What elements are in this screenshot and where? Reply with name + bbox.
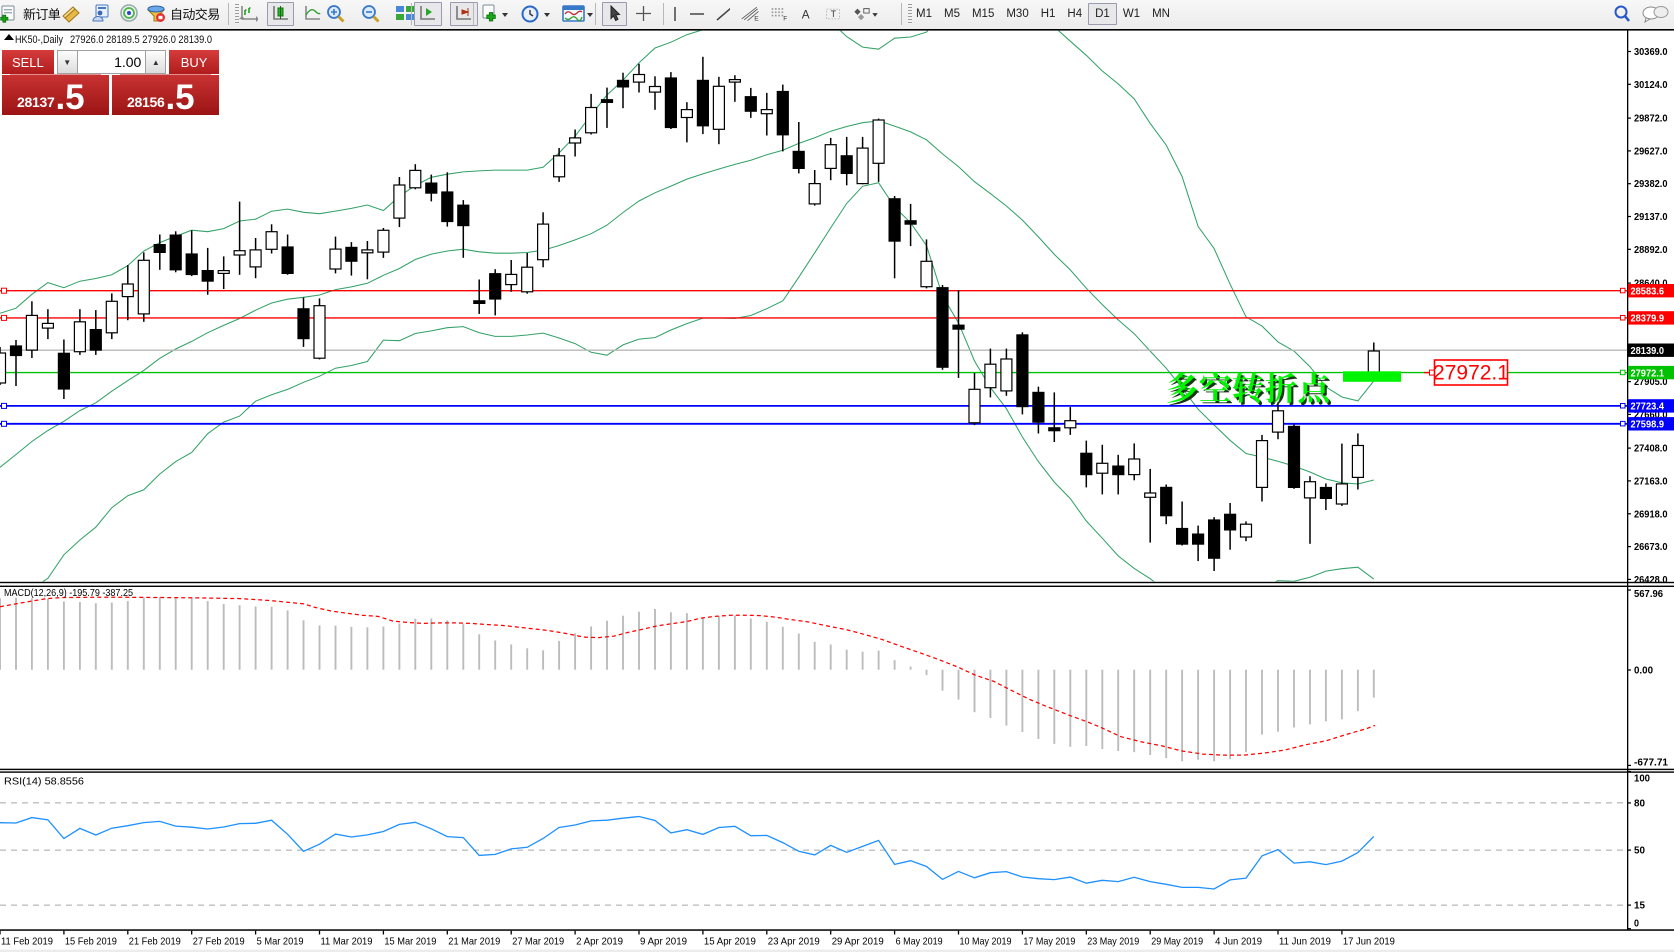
svg-text:11 Jun 2019: 11 Jun 2019 [1279,936,1331,948]
svg-text:28892.0: 28892.0 [1634,245,1668,256]
svg-text:-677.71: -677.71 [1634,757,1668,768]
svg-text:11 Mar 2019: 11 Mar 2019 [321,936,373,948]
svg-text:23 May 2019: 23 May 2019 [1087,936,1139,948]
svg-text:17 May 2019: 17 May 2019 [1023,936,1075,948]
svg-text:27660.0: 27660.0 [1634,410,1668,421]
svg-text:27598.9: 27598.9 [1631,420,1665,431]
svg-text:15: 15 [1634,901,1645,912]
svg-text:29627.0: 29627.0 [1634,146,1668,157]
svg-text:28379.9: 28379.9 [1631,314,1665,325]
svg-text:50: 50 [1634,846,1645,857]
svg-text:80: 80 [1634,798,1645,809]
svg-text:21 Feb 2019: 21 Feb 2019 [129,936,181,948]
svg-text:567.96: 567.96 [1634,589,1663,600]
svg-text:6 May 2019: 6 May 2019 [896,936,943,948]
svg-text:15 Feb 2019: 15 Feb 2019 [65,936,117,948]
svg-text:A: A [802,7,810,21]
svg-text:0.00: 0.00 [1634,666,1653,677]
svg-text:29382.0: 29382.0 [1634,179,1668,190]
svg-text:11 Feb 2019: 11 Feb 2019 [1,936,53,948]
svg-text:27 Feb 2019: 27 Feb 2019 [193,936,245,948]
svg-text:10 May 2019: 10 May 2019 [960,936,1012,948]
svg-text:F: F [783,16,787,23]
svg-text:27972.1: 27972.1 [1433,362,1509,385]
svg-text:29 Apr 2019: 29 Apr 2019 [832,936,884,948]
svg-text:2 Apr 2019: 2 Apr 2019 [576,936,623,948]
svg-text:26428.0: 26428.0 [1634,575,1668,586]
svg-text:28583.6: 28583.6 [1631,287,1665,298]
svg-text:28139.0: 28139.0 [1631,346,1665,357]
svg-text:15 Apr 2019: 15 Apr 2019 [704,936,756,948]
svg-text:4 Jun 2019: 4 Jun 2019 [1215,936,1262,948]
svg-text:26918.0: 26918.0 [1634,509,1668,520]
svg-text:5 Mar 2019: 5 Mar 2019 [257,936,304,948]
svg-text:27723.4: 27723.4 [1631,402,1665,413]
svg-text:29872.0: 29872.0 [1634,114,1668,125]
svg-text:27926.0 28189.5 27926.0 28139.: 27926.0 28189.5 27926.0 28139.0 [70,34,212,46]
svg-text:27408.0: 27408.0 [1634,444,1668,455]
svg-text:30124.0: 30124.0 [1634,80,1668,91]
svg-text:9 Apr 2019: 9 Apr 2019 [640,936,687,948]
svg-text:30369.0: 30369.0 [1634,47,1668,58]
svg-text:15 Mar 2019: 15 Mar 2019 [384,936,436,948]
svg-text:21 Mar 2019: 21 Mar 2019 [448,936,500,948]
svg-text:23 Apr 2019: 23 Apr 2019 [768,936,820,948]
svg-text:E: E [754,16,759,23]
svg-text:29 May 2019: 29 May 2019 [1151,936,1203,948]
svg-text:29137.0: 29137.0 [1634,212,1668,223]
svg-text:27972.1: 27972.1 [1631,368,1665,379]
svg-text:MACD(12,26,9) -195.79 -387.25: MACD(12,26,9) -195.79 -387.25 [4,587,133,599]
svg-text:27163.0: 27163.0 [1634,476,1668,487]
svg-text:RSI(14) 58.8556: RSI(14) 58.8556 [4,776,84,788]
svg-text:27905.0: 27905.0 [1634,377,1668,388]
svg-text:27 Mar 2019: 27 Mar 2019 [512,936,564,948]
svg-text:HK50-,Daily: HK50-,Daily [15,34,63,46]
svg-text:0: 0 [1634,918,1639,929]
svg-text:17 Jun 2019: 17 Jun 2019 [1343,936,1395,948]
svg-text:100: 100 [1634,774,1650,785]
svg-text:26673.0: 26673.0 [1634,542,1668,553]
svg-text:T: T [831,9,837,19]
